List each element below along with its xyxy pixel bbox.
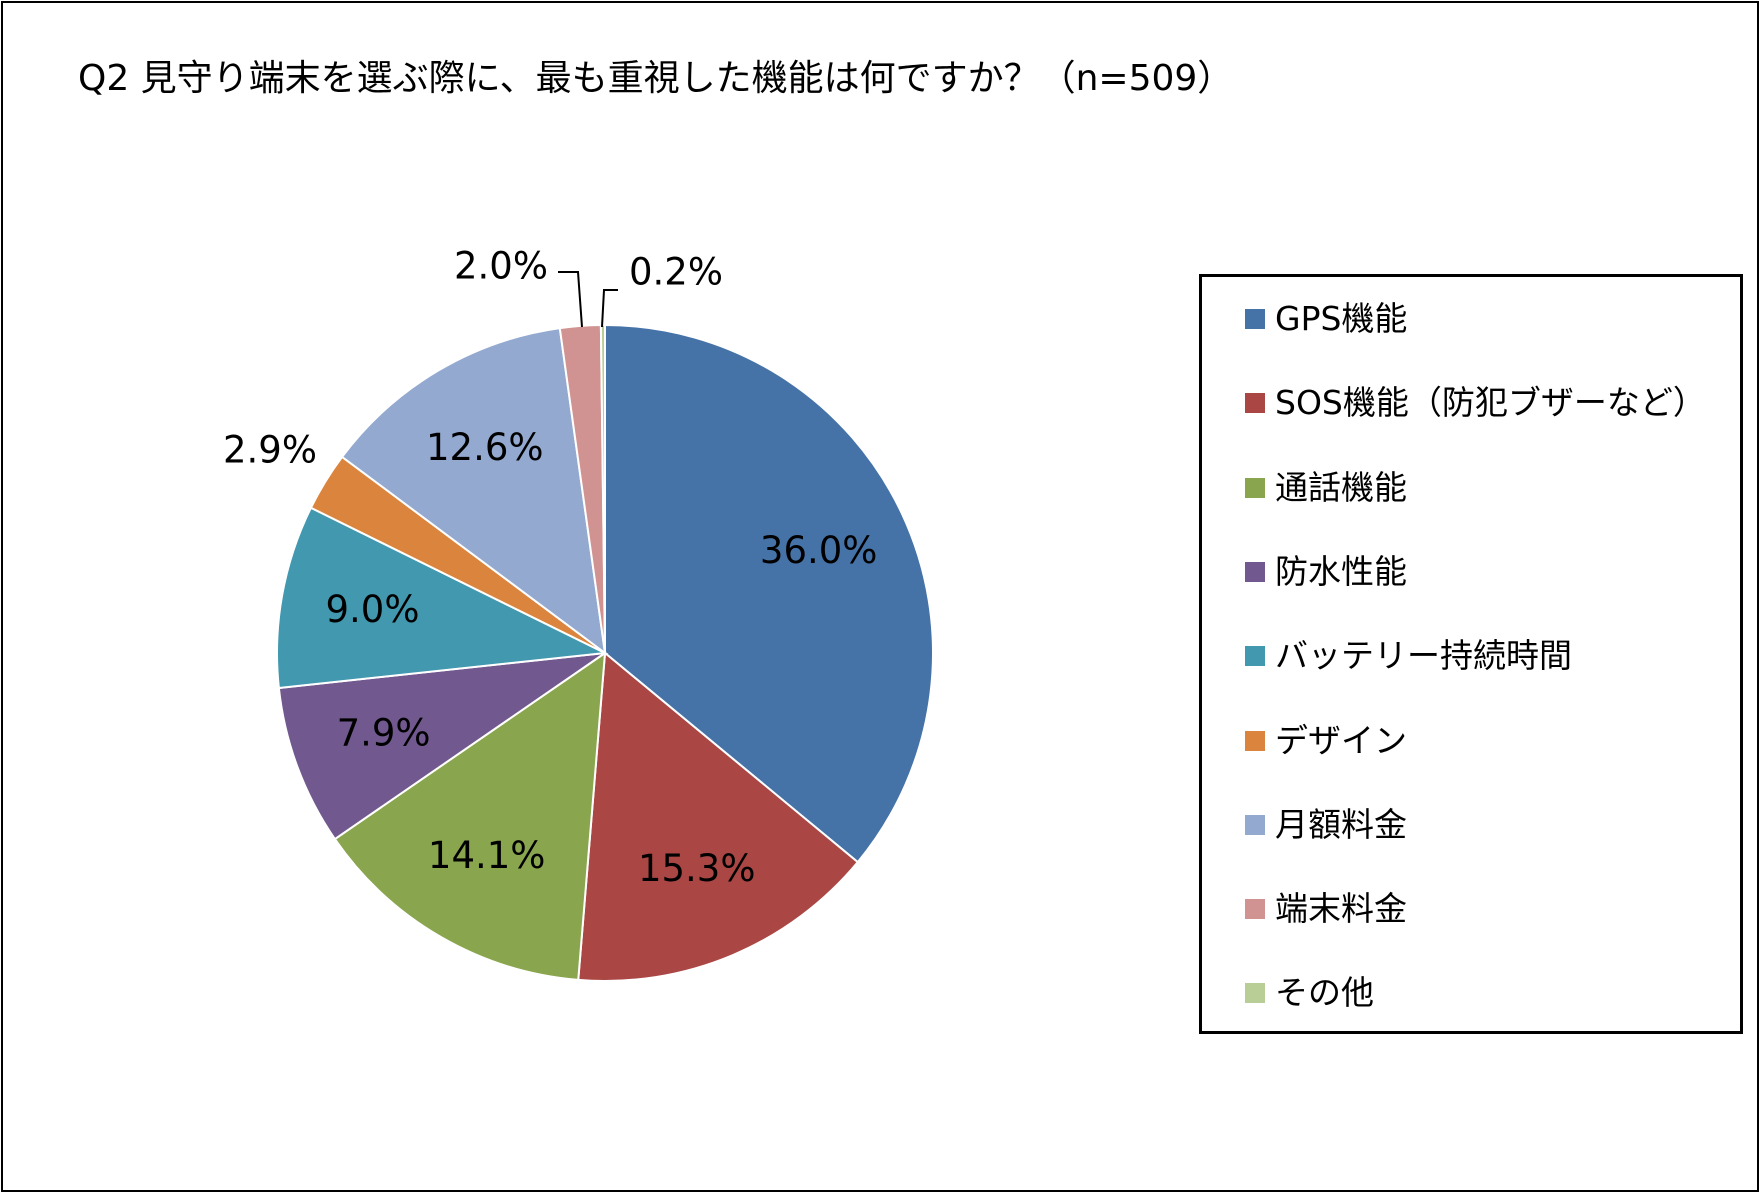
legend-label-5: バッテリー持続時間 [1275,636,1572,676]
data-label-2: 15.3% [638,847,756,890]
legend-item-1: GPS機能 [1245,289,1407,349]
legend-label-7: 月額料金 [1275,804,1407,844]
legend-swatch-8 [1245,899,1265,920]
legend-swatch-9 [1245,983,1265,1004]
data-label-9: 0.2% [629,251,723,294]
data-label-1: 36.0% [760,529,878,572]
legend-swatch-4 [1245,561,1265,582]
data-label-6: 2.9% [223,429,317,472]
legend-item-9: その他 [1245,963,1374,1023]
legend-label-3: 通話機能 [1275,467,1407,507]
legend-swatch-5 [1245,646,1265,667]
legend-item-5: バッテリー持続時間 [1245,626,1572,686]
legend-label-2: SOS機能（防犯ブザーなど） [1275,383,1706,423]
legend-item-6: デザイン [1245,711,1407,771]
pie-slice-7 [340,327,607,656]
data-label-7: 12.6% [426,426,544,469]
pie-slice-5 [276,506,609,690]
data-label-8: 2.0% [454,245,548,288]
leader-line-9 [601,289,618,328]
chart-legend: GPS機能 SOS機能（防犯ブザーなど） 通話機能防水性能バッテリー持続時間 デザイン… [1199,274,1743,1034]
data-label-4: 7.9% [337,712,431,755]
legend-swatch-3 [1245,477,1265,498]
data-label-5: 9.0% [325,588,419,631]
legend-item-2: SOS機能（防犯ブザーなど） [1245,373,1706,433]
data-label-3: 14.1% [428,834,546,877]
legend-label-8: 端末料金 [1275,889,1407,929]
pie-slice-1 [604,323,934,864]
legend-item-4: 防水性能 [1245,542,1407,602]
legend-item-7: 月額料金 [1245,795,1407,855]
legend-item-3: 通話機能 [1245,458,1407,518]
legend-label-4: 防水性能 [1275,551,1407,591]
legend-label-6: デザイン [1275,720,1407,760]
pie-slice-4 [277,652,606,841]
leader-line-8 [558,271,583,328]
pie-slice-3 [333,650,607,981]
legend-label-9: その他 [1275,973,1374,1013]
legend-swatch-7 [1245,814,1265,835]
legend-swatch-2 [1245,393,1265,414]
chart-title: Q2 見守り端末を選ぶ際に、最も重視した機能は何ですか？（n=509） [78,58,1234,99]
pie-slice-2 [577,651,860,982]
legend-swatch-1 [1245,309,1265,329]
legend-swatch-6 [1245,730,1265,751]
legend-item-8: 端末料金 [1245,879,1407,939]
legend-label-1: GPS機能 [1275,299,1408,338]
